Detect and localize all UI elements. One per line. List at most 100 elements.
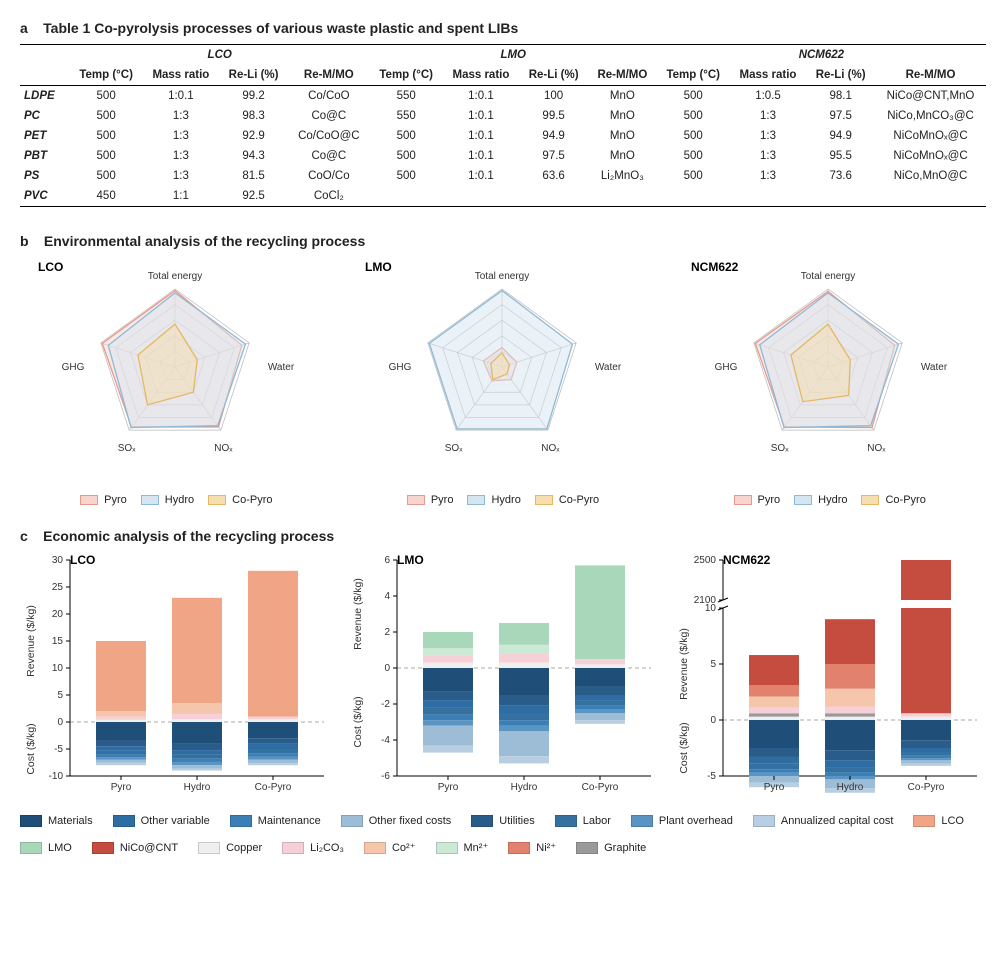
table-col-header: Temp (°C) bbox=[657, 65, 730, 86]
bar-segment bbox=[499, 623, 549, 645]
bar-segment bbox=[248, 749, 298, 753]
bar-segment bbox=[575, 709, 625, 713]
table-cell bbox=[519, 186, 588, 207]
table-cell: 1:3 bbox=[143, 106, 220, 126]
table-cell: 100 bbox=[519, 86, 588, 107]
bar-segment bbox=[499, 731, 549, 756]
bar-segment bbox=[749, 696, 799, 707]
radar-axis-label: Total energy bbox=[148, 271, 202, 282]
table-cell bbox=[730, 186, 807, 207]
bar-segment bbox=[172, 762, 222, 765]
y-tick-label: 10 bbox=[52, 663, 64, 674]
legend-item: Mn²⁺ bbox=[436, 841, 489, 854]
table-cell: 500 bbox=[657, 126, 730, 146]
bar-segment bbox=[248, 571, 298, 717]
bar-segment bbox=[423, 691, 473, 700]
y-tick-label: -6 bbox=[381, 771, 390, 782]
bar-segment bbox=[499, 726, 549, 731]
radar-chart: Total energyWaterNOₓSOₓGHGNCM622PyroHydr… bbox=[673, 257, 986, 506]
table-cell: NiCo@CNT,MnO bbox=[875, 86, 986, 107]
table-cell: CoCl₂ bbox=[288, 186, 370, 207]
bar-segment bbox=[248, 757, 298, 760]
table-col-header: Temp (°C) bbox=[370, 65, 443, 86]
table-cell: 1:3 bbox=[143, 166, 220, 186]
bar-segment bbox=[248, 717, 298, 720]
table-cell: 1:0.1 bbox=[443, 146, 520, 166]
bar-segment bbox=[901, 713, 951, 716]
table-cell: NiCoMnOₓ@C bbox=[875, 146, 986, 166]
bar-segment bbox=[423, 708, 473, 715]
bar-segment bbox=[172, 768, 222, 770]
radar-axis-label: GHG bbox=[388, 362, 411, 373]
y-tick-label: -10 bbox=[49, 771, 64, 782]
x-tick-label: Pyro bbox=[111, 782, 132, 793]
table-cell: 99.2 bbox=[219, 86, 288, 107]
x-tick-label: Hydro bbox=[510, 782, 537, 793]
table-cell bbox=[806, 186, 875, 207]
bar-chart: NCM622-5051021002500Revenue ($/kg)Cost (… bbox=[673, 552, 986, 805]
legend-item: Other variable bbox=[113, 815, 210, 827]
radar-axis-label: GHG bbox=[62, 362, 85, 373]
table-copyrolysis: LCO LMO NCM622 Temp (°C)Mass ratioRe-Li … bbox=[20, 44, 986, 207]
radar-axis-label: SOₓ bbox=[771, 443, 789, 454]
legend-item: Hydro bbox=[141, 494, 194, 506]
legend-item: Utilities bbox=[471, 815, 534, 827]
bar-segment bbox=[499, 720, 549, 725]
table-col-header: Temp (°C) bbox=[70, 65, 143, 86]
bar-segment bbox=[825, 717, 875, 720]
y-axis-title-up: Revenue ($/kg) bbox=[678, 628, 690, 700]
x-tick-label: Pyro bbox=[437, 782, 458, 793]
table-cell: 92.5 bbox=[219, 186, 288, 207]
bar-segment bbox=[901, 740, 951, 748]
radar-chart: Total energyWaterNOₓSOₓGHGLCOPyroHydroCo… bbox=[20, 257, 333, 506]
bar-segment bbox=[499, 695, 549, 706]
y-tick-label: 0 bbox=[711, 715, 717, 726]
bar-segment bbox=[423, 632, 473, 648]
bar-segment bbox=[499, 713, 549, 720]
radar-axis-label: Water bbox=[595, 362, 622, 373]
y-tick-label: 4 bbox=[384, 591, 390, 602]
legend-item: Plant overhead bbox=[631, 815, 733, 827]
legend-item: Maintenance bbox=[230, 815, 321, 827]
table-cell: 550 bbox=[370, 86, 443, 107]
legend-item: Co-Pyro bbox=[861, 494, 925, 506]
bar-segment bbox=[499, 645, 549, 654]
bar-segment bbox=[499, 654, 549, 663]
bar-segment bbox=[575, 664, 625, 668]
table-cell: 500 bbox=[70, 146, 143, 166]
bar-segment bbox=[248, 722, 298, 738]
bar-segment bbox=[825, 664, 875, 689]
bar-segment bbox=[423, 715, 473, 720]
table-cell: 500 bbox=[70, 86, 143, 107]
legend-item: Graphite bbox=[576, 842, 646, 854]
bar-title: LMO bbox=[397, 553, 424, 567]
y-tick-label: 2 bbox=[384, 627, 390, 638]
radar-legend: PyroHydroCo-Pyro bbox=[347, 494, 660, 506]
table-cell: 1:3 bbox=[143, 146, 220, 166]
y-tick-label: -4 bbox=[381, 735, 390, 746]
table-cell: 1:1 bbox=[143, 186, 220, 207]
bar-segment bbox=[248, 763, 298, 765]
table-col-header: Re-M/MO bbox=[588, 65, 657, 86]
bar-segment bbox=[749, 708, 799, 714]
legend-item: LCO bbox=[913, 815, 964, 827]
bar-segment bbox=[575, 720, 625, 724]
table-cell bbox=[875, 186, 986, 207]
bar-segment bbox=[749, 717, 799, 720]
bar-segment bbox=[172, 719, 222, 722]
y-tick-label: 5 bbox=[711, 659, 717, 670]
table-cell: Co/CoO bbox=[288, 86, 370, 107]
y-tick-label: 0 bbox=[384, 663, 390, 674]
radar-title: LMO bbox=[365, 260, 392, 274]
x-tick-label: Pyro bbox=[764, 782, 785, 793]
bar-segment bbox=[825, 619, 875, 664]
table-row-header: PET bbox=[20, 126, 70, 146]
y-tick-label: 2500 bbox=[694, 555, 717, 566]
table-cell: MnO bbox=[588, 106, 657, 126]
bar-segment bbox=[499, 756, 549, 763]
bar-segment bbox=[901, 748, 951, 752]
y-tick-label: 2100 bbox=[694, 595, 717, 606]
bar-segment bbox=[825, 707, 875, 714]
x-tick-label: Co-Pyro bbox=[255, 782, 292, 793]
y-axis-title-down: Cost ($/kg) bbox=[25, 723, 37, 774]
